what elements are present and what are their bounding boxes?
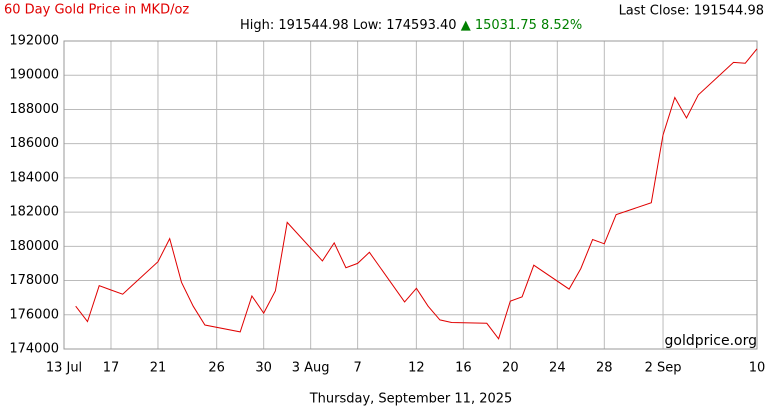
watermark: goldprice.org [665,333,757,349]
footer: Thursday, September 11, 2025 [309,392,513,407]
x-tick-label: 26 [208,361,225,376]
x-tick-label: 24 [549,361,566,376]
x-tick-label: 17 [103,361,120,376]
y-tick-label: 188000 [9,102,59,117]
chart-title: 60 Day Gold Price in MKD/oz [4,3,189,18]
y-tick-label: 190000 [9,68,59,83]
change: ▲ 15031.75 8.52% [461,18,583,33]
x-tick-label: 28 [596,361,613,376]
x-tick-label: 12 [408,361,425,376]
y-tick-label: 184000 [9,170,59,185]
x-tick-label: 10 [749,361,766,376]
y-tick-label: 176000 [9,307,59,322]
y-tick-label: 174000 [9,342,59,357]
last-close: Last Close: 191544.98 [619,4,764,19]
x-tick-label: 20 [502,361,519,376]
x-tick-label: 7 [354,361,362,376]
y-tick-label: 180000 [9,239,59,254]
plot-border [63,40,758,350]
x-tick-label: 21 [150,361,167,376]
y-tick-label: 192000 [9,34,59,49]
y-tick-label: 182000 [9,205,59,220]
x-tick-label: 16 [455,361,472,376]
high: High: 191544.98 [240,18,349,33]
x-tick-label: 30 [255,361,272,376]
x-tick-label: 13 Jul [46,361,82,376]
price-line [75,48,758,340]
y-tick-label: 178000 [9,273,59,288]
y-tick-label: 186000 [9,136,59,151]
x-tick-label: 2 Sep [645,361,682,376]
stats: High: 191544.98 Low: 174593.40 ▲ 15031.7… [240,18,582,33]
low: Low: 174593.40 [353,18,457,33]
x-tick-label: 3 Aug [292,361,330,376]
